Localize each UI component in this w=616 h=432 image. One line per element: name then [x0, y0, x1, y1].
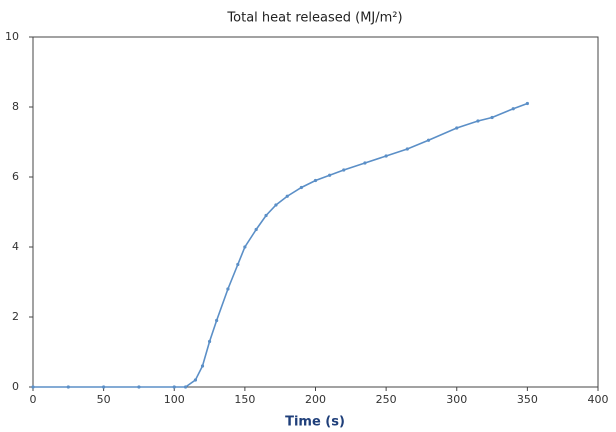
data-point	[285, 194, 289, 198]
data-line	[33, 102, 528, 388]
data-point	[525, 101, 529, 106]
data-point	[264, 213, 268, 218]
data-point	[426, 138, 431, 142]
x-tick-label: 350	[517, 393, 538, 406]
x-tick-label: 150	[234, 393, 255, 406]
data-point	[137, 385, 141, 389]
data-point	[274, 203, 278, 207]
data-point	[342, 168, 346, 172]
data-point	[405, 147, 409, 151]
x-axis-label: Time (s)	[285, 415, 345, 430]
data-point	[207, 339, 212, 344]
data-point	[200, 364, 205, 368]
y-tick-label: 8	[12, 100, 19, 113]
data-point	[490, 115, 494, 120]
x-tick-label: 400	[588, 393, 609, 406]
data-point	[226, 287, 230, 291]
data-point	[236, 262, 240, 267]
data-point	[183, 385, 188, 389]
data-point	[328, 173, 332, 177]
y-tick-label: 0	[12, 380, 19, 393]
data-point	[172, 385, 176, 389]
data-point	[243, 245, 247, 249]
plot-frame	[32, 36, 599, 388]
data-point	[215, 318, 219, 323]
data-point	[313, 178, 318, 183]
data-point	[455, 126, 459, 130]
x-tick-label: 50	[97, 393, 111, 406]
x-tick-label: 250	[376, 393, 397, 406]
data-point	[299, 185, 303, 190]
y-tick-label: 6	[12, 170, 19, 183]
data-point	[66, 385, 70, 389]
chart-title: Total heat released (MJ/m²)	[226, 11, 402, 26]
x-tick-label: 0	[30, 393, 37, 406]
data-point	[476, 119, 480, 123]
data-point	[193, 378, 198, 382]
x-tick-label: 300	[446, 393, 467, 406]
data-point	[31, 385, 35, 389]
data-point	[102, 385, 106, 389]
data-point	[363, 161, 367, 165]
x-tick-label: 200	[305, 393, 326, 406]
data-point	[254, 227, 258, 232]
y-tick-label: 4	[12, 240, 19, 253]
y-tick-label: 2	[12, 310, 19, 323]
data-point	[511, 107, 515, 111]
data-point	[384, 154, 388, 158]
x-tick-label: 100	[164, 393, 185, 406]
y-tick-label: 10	[5, 30, 19, 43]
